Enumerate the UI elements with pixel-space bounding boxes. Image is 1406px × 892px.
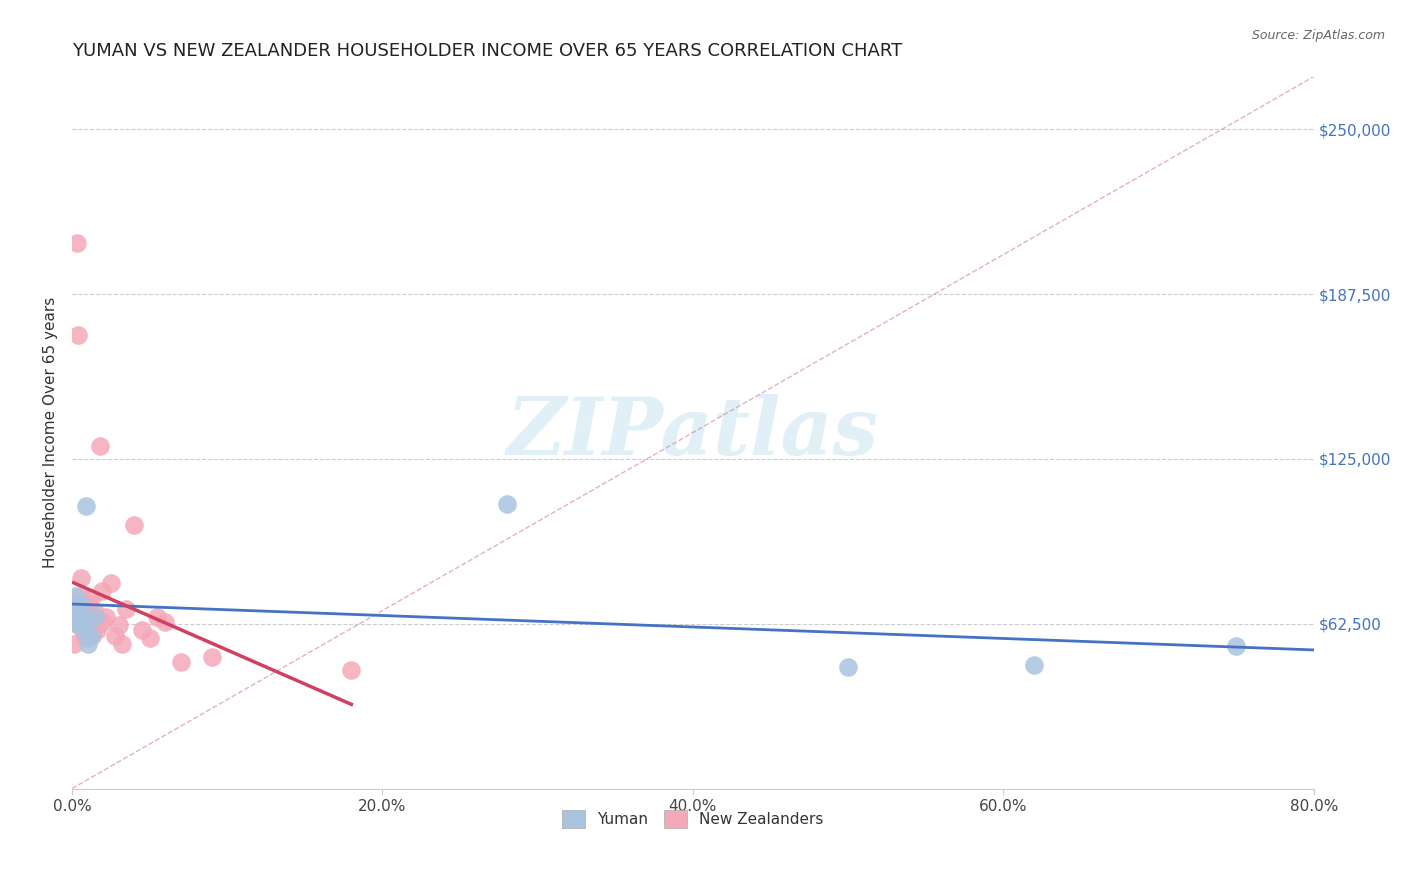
Point xyxy=(75,500,97,514)
Point xyxy=(75,615,97,630)
Point xyxy=(69,618,91,632)
Point xyxy=(111,636,134,650)
Point xyxy=(73,624,96,638)
Point xyxy=(77,605,100,619)
Point xyxy=(1024,657,1046,672)
Point xyxy=(83,610,105,624)
Point xyxy=(69,589,91,603)
Point xyxy=(76,636,98,650)
Point xyxy=(122,517,145,532)
Point xyxy=(63,615,86,630)
Point xyxy=(66,610,89,624)
Point xyxy=(146,610,169,624)
Point xyxy=(70,571,93,585)
Point xyxy=(76,597,98,611)
Point xyxy=(63,589,86,603)
Point xyxy=(62,636,84,650)
Point xyxy=(104,629,127,643)
Point xyxy=(89,439,111,453)
Point xyxy=(131,624,153,638)
Point xyxy=(67,328,90,343)
Point xyxy=(73,629,96,643)
Legend: Yuman, New Zealanders: Yuman, New Zealanders xyxy=(557,804,830,834)
Point xyxy=(76,624,98,638)
Point xyxy=(837,660,859,674)
Point xyxy=(1225,639,1247,653)
Point xyxy=(67,618,90,632)
Point xyxy=(72,610,94,624)
Point xyxy=(138,632,160,646)
Point xyxy=(115,602,138,616)
Point xyxy=(73,615,96,630)
Point xyxy=(72,624,94,638)
Point xyxy=(70,597,93,611)
Text: ZIPatlas: ZIPatlas xyxy=(506,393,879,471)
Point xyxy=(340,663,363,677)
Point xyxy=(76,632,98,646)
Point xyxy=(87,618,110,632)
Point xyxy=(69,602,91,616)
Point xyxy=(495,497,517,511)
Point xyxy=(66,235,89,250)
Point xyxy=(90,583,112,598)
Point xyxy=(66,610,89,624)
Point xyxy=(84,605,107,619)
Point xyxy=(79,629,101,643)
Point xyxy=(153,615,176,630)
Point xyxy=(91,615,114,630)
Text: Source: ZipAtlas.com: Source: ZipAtlas.com xyxy=(1251,29,1385,42)
Point xyxy=(86,624,108,638)
Point xyxy=(201,649,224,664)
Y-axis label: Householder Income Over 65 years: Householder Income Over 65 years xyxy=(44,297,58,568)
Point xyxy=(169,655,191,669)
Point xyxy=(100,575,122,590)
Point xyxy=(79,591,101,606)
Point xyxy=(107,618,129,632)
Point xyxy=(96,610,118,624)
Point xyxy=(84,610,107,624)
Text: YUMAN VS NEW ZEALANDER HOUSEHOLDER INCOME OVER 65 YEARS CORRELATION CHART: YUMAN VS NEW ZEALANDER HOUSEHOLDER INCOM… xyxy=(72,42,903,60)
Point xyxy=(67,602,90,616)
Point xyxy=(82,629,104,643)
